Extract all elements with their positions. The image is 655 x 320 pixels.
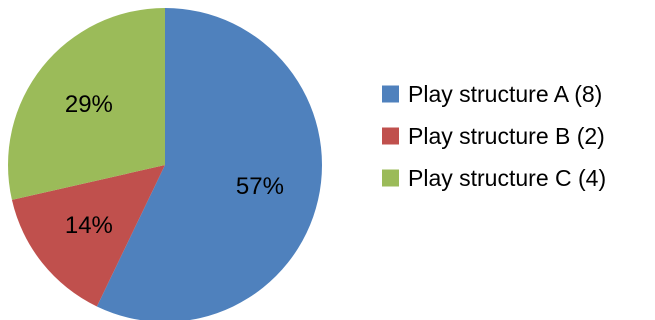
legend-swatch [382, 85, 399, 103]
pie-slice-play-structure-c-4 [7, 8, 166, 200]
legend-label: Play structure B (2) [408, 123, 605, 149]
legend-item-play-structure-a-8: Play structure A (8) [382, 81, 602, 107]
pie-slice-play-structure-a-8 [96, 8, 322, 320]
legend-item-play-structure-b-2: Play structure B (2) [382, 123, 605, 149]
legend-swatch [382, 127, 399, 145]
legend-item-play-structure-c-4: Play structure C (4) [382, 165, 606, 191]
pie-slice-play-structure-b-2 [11, 165, 166, 307]
legend: Play structure A (8) Play structure B (2)… [382, 81, 606, 191]
pie-percent-labels: 57% 14% 29% [65, 91, 284, 239]
percent-label-play-structure-b-2: 14% [65, 212, 113, 239]
percent-label-play-structure-a-8: 57% [236, 173, 284, 200]
percent-label-play-structure-c-4: 29% [65, 91, 113, 118]
pie-slices [7, 8, 322, 320]
legend-label: Play structure A (8) [408, 81, 602, 107]
legend-label: Play structure C (4) [408, 165, 606, 191]
legend-swatch [382, 169, 399, 187]
